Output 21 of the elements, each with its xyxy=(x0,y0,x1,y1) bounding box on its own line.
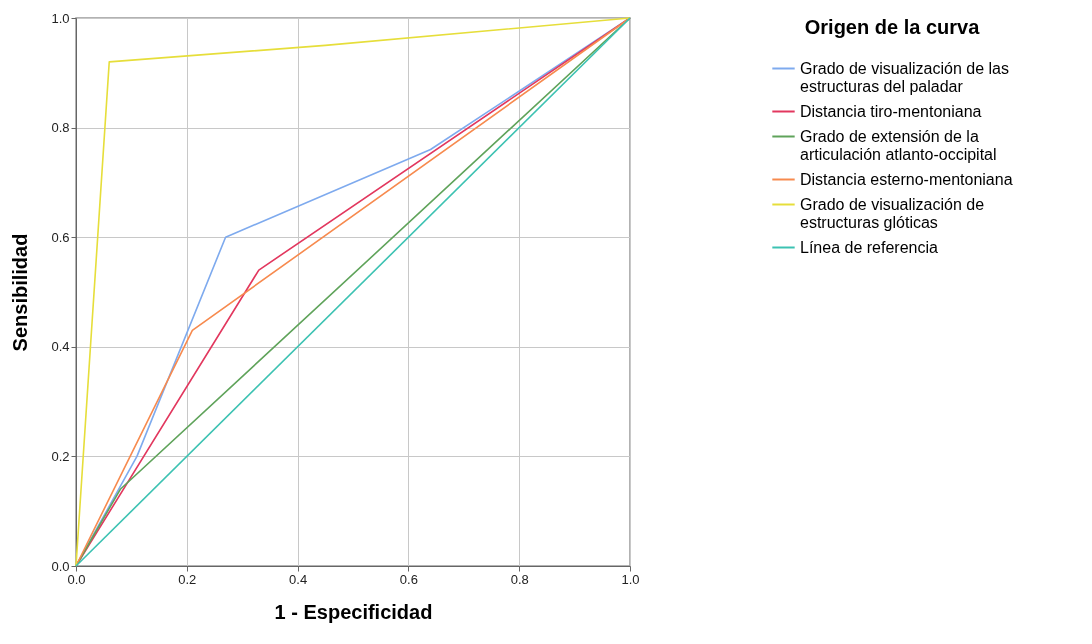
x-tick-label: 0.2 xyxy=(178,571,197,587)
y-tick-label: 0.2 xyxy=(51,448,70,464)
y-tick-label: 1.0 xyxy=(51,10,70,26)
x-tick-label: 1.0 xyxy=(621,571,640,587)
x-tick-label: 0.4 xyxy=(289,571,308,587)
y-axis-title: Sensibilidad xyxy=(9,233,32,352)
legend-label: Distancia esterno-mentoniana xyxy=(800,170,1013,188)
x-tick-label: 0.6 xyxy=(399,571,418,587)
legend-title: Origen de la curva xyxy=(804,16,981,38)
legend-label: Grado de visualización de estructuras glóticas xyxy=(800,195,985,231)
legend-label: Distancia tiro-mentoniana xyxy=(800,102,982,120)
x-axis-title: 1 - Especificidad xyxy=(274,600,433,623)
y-tick-label: 0.4 xyxy=(51,339,70,355)
legend-label: Grado de extensión de la articulación atlanto-occipital xyxy=(800,127,997,163)
y-tick-label: 0.8 xyxy=(51,120,70,136)
x-tick-label: 0.0 xyxy=(67,571,86,587)
legend-label: Línea de referencia xyxy=(800,238,938,256)
x-tick-label: 0.8 xyxy=(510,571,529,587)
legend-label: Grado de visualización de las estructuras del paladar xyxy=(800,59,1010,95)
y-tick-label: 0.0 xyxy=(51,558,70,574)
y-tick-label: 0.6 xyxy=(51,229,70,245)
